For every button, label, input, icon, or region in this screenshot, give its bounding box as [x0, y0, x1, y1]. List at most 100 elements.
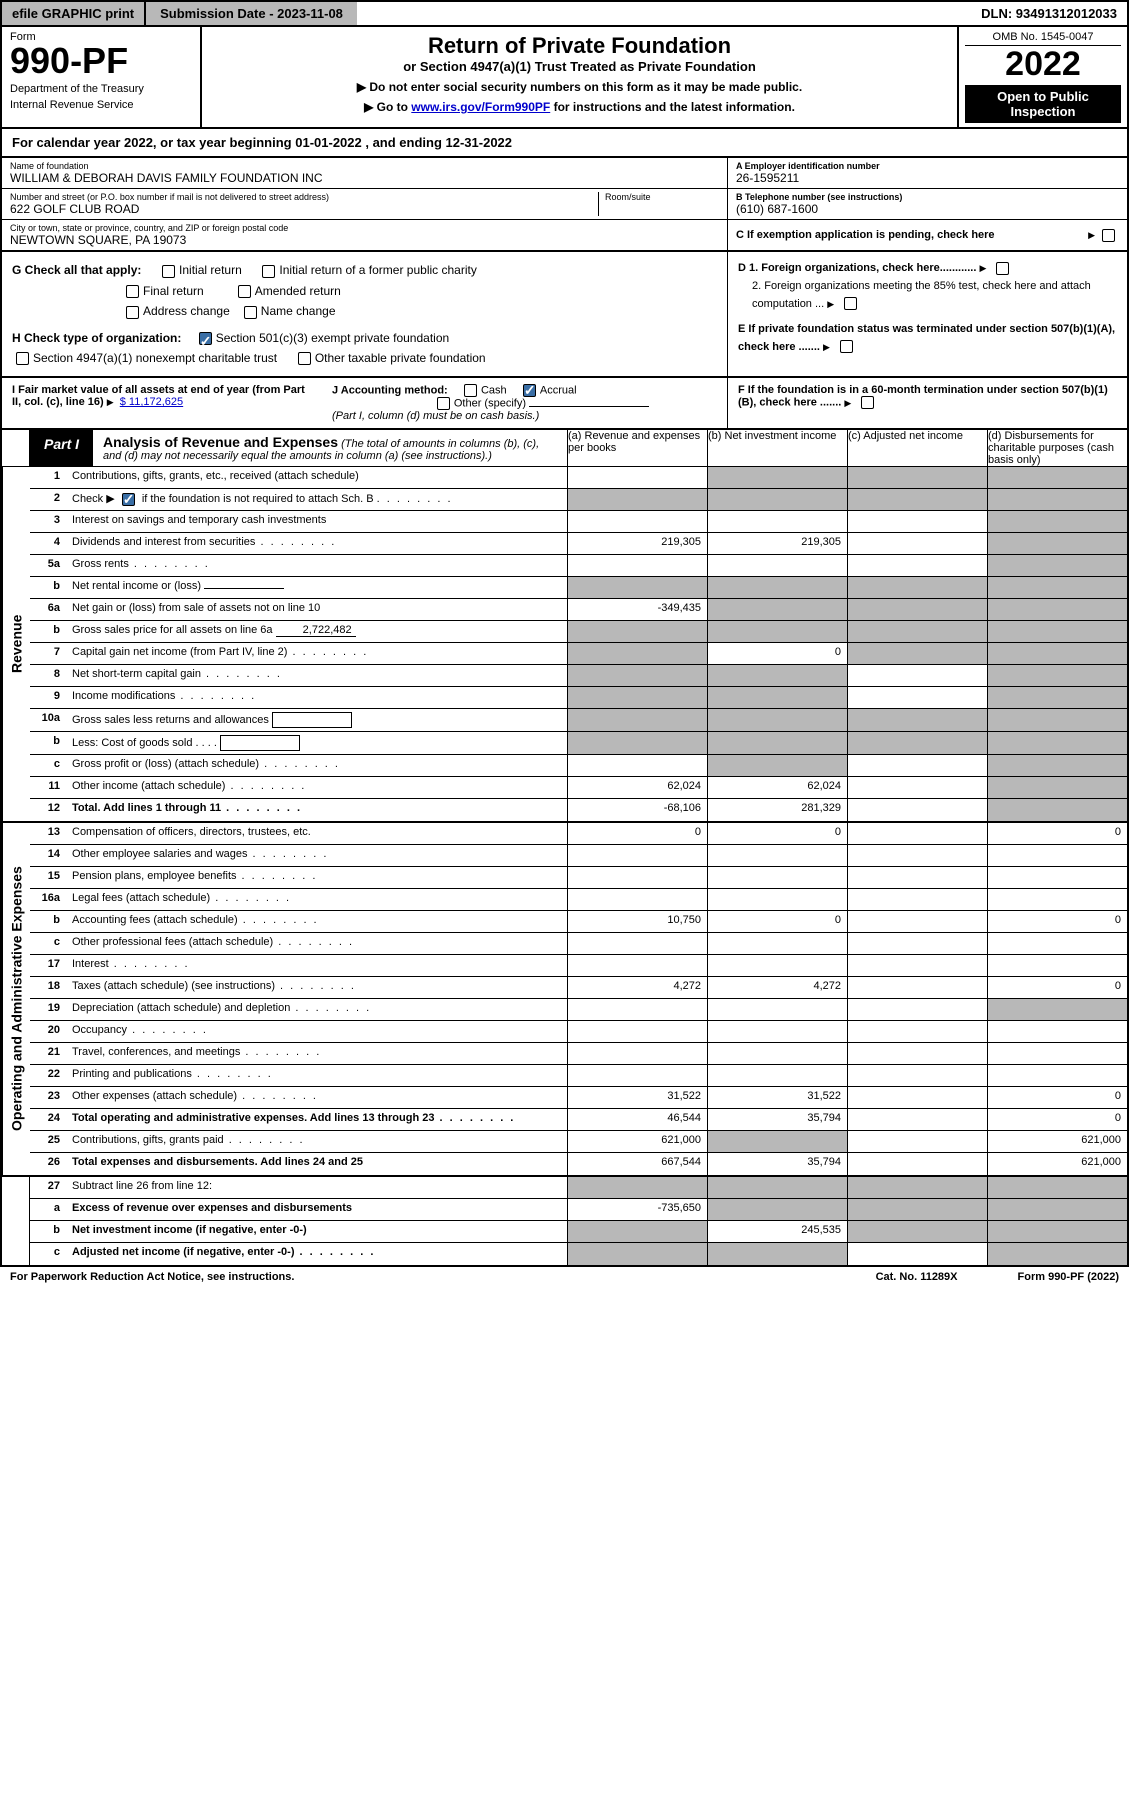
- cell-d: 621,000: [987, 1131, 1127, 1152]
- row-12: 12 Total. Add lines 1 through 11 -68,106…: [30, 799, 1127, 821]
- line-num: 7: [30, 643, 66, 664]
- cell-c: [847, 489, 987, 510]
- line-num: 20: [30, 1021, 66, 1042]
- addr-label: Number and street (or P.O. box number if…: [10, 192, 592, 202]
- row-19: 19 Depreciation (attach schedule) and de…: [30, 999, 1127, 1021]
- j-other-line[interactable]: [529, 406, 649, 407]
- r10b-desc: Less: Cost of goods sold: [72, 737, 192, 749]
- line-num: 16a: [30, 889, 66, 910]
- j-cash-checkbox[interactable]: [464, 384, 477, 397]
- cell-d: 0: [987, 911, 1127, 932]
- line-desc: Taxes (attach schedule) (see instruction…: [66, 977, 567, 998]
- row-13: 13 Compensation of officers, directors, …: [30, 823, 1127, 845]
- cat-no: Cat. No. 11289X: [876, 1271, 958, 1283]
- r16c-desc: Other professional fees (attach schedule…: [72, 936, 273, 948]
- i-value[interactable]: $ 11,172,625: [120, 396, 183, 408]
- oae-rows: 13 Compensation of officers, directors, …: [30, 823, 1127, 1175]
- line-num: a: [30, 1199, 66, 1220]
- line-num: 19: [30, 999, 66, 1020]
- cell-b: [707, 599, 847, 620]
- r10c-desc: Gross profit or (loss) (attach schedule): [72, 758, 259, 770]
- line-num: 9: [30, 687, 66, 708]
- line-desc: Net gain or (loss) from sale of assets n…: [66, 599, 567, 620]
- g-initial-former-checkbox[interactable]: [262, 265, 275, 278]
- pra-notice: For Paperwork Reduction Act Notice, see …: [10, 1271, 294, 1283]
- dots: [224, 1134, 305, 1146]
- cell-a: [567, 1243, 707, 1265]
- calyear-begin: 01-01-2022: [295, 135, 362, 150]
- dots: [129, 558, 210, 570]
- line-num: 6a: [30, 599, 66, 620]
- cell-d: [987, 1243, 1127, 1265]
- g-initial-checkbox[interactable]: [162, 265, 175, 278]
- h-501-checkbox[interactable]: [199, 332, 212, 345]
- g-final-checkbox[interactable]: [126, 285, 139, 298]
- cell-c: [847, 599, 987, 620]
- h-other-checkbox[interactable]: [298, 352, 311, 365]
- r2-pre: Check ▶: [72, 493, 115, 505]
- dots: [127, 1024, 208, 1036]
- e-checkbox[interactable]: [840, 340, 853, 353]
- row-23: 23 Other expenses (attach schedule) 31,5…: [30, 1087, 1127, 1109]
- cell-b: [707, 867, 847, 888]
- d2-checkbox[interactable]: [844, 297, 857, 310]
- col-b-hdr: (b) Net investment income: [707, 430, 847, 466]
- j-accrual-checkbox[interactable]: [523, 384, 536, 397]
- g-initial-former: Initial return of a former public charit…: [279, 263, 476, 277]
- city-state-zip: NEWTOWN SQUARE, PA 19073: [10, 233, 186, 247]
- g-amended-checkbox[interactable]: [238, 285, 251, 298]
- g-name-checkbox[interactable]: [244, 306, 257, 319]
- cell-c: [847, 955, 987, 976]
- line-desc: Total expenses and disbursements. Add li…: [66, 1153, 567, 1175]
- room-label: Room/suite: [605, 192, 713, 202]
- f-checkbox[interactable]: [861, 396, 874, 409]
- calendar-year-row: For calendar year 2022, or tax year begi…: [0, 129, 1129, 158]
- info-block: Name of foundation WILLIAM & DEBORAH DAV…: [0, 158, 1129, 252]
- d2-row: 2. Foreign organizations meeting the 85%…: [738, 278, 1117, 313]
- r15-desc: Pension plans, employee benefits: [72, 870, 237, 882]
- foundation-name: WILLIAM & DEBORAH DAVIS FAMILY FOUNDATIO…: [10, 171, 323, 185]
- cell-a: [567, 933, 707, 954]
- irs-link[interactable]: www.irs.gov/Form990PF: [411, 100, 550, 114]
- line-desc: Gross profit or (loss) (attach schedule): [66, 755, 567, 776]
- h-4947-checkbox[interactable]: [16, 352, 29, 365]
- arrow-icon: [827, 298, 837, 310]
- r20-desc: Occupancy: [72, 1024, 127, 1036]
- cell-c: [847, 777, 987, 798]
- cell-a: [567, 577, 707, 598]
- dots: [210, 892, 291, 904]
- f-block: F If the foundation is in a 60-month ter…: [727, 378, 1127, 428]
- cell-b: [707, 687, 847, 708]
- r2-post: if the foundation is not required to att…: [142, 493, 374, 505]
- cell-c: [847, 933, 987, 954]
- dots: [237, 1090, 318, 1102]
- line-num: b: [30, 1221, 66, 1242]
- c-checkbox[interactable]: [1102, 229, 1115, 242]
- c-label: C If exemption application is pending, c…: [736, 229, 1088, 241]
- print-text[interactable]: print: [105, 6, 134, 21]
- line-num: b: [30, 911, 66, 932]
- line-num: 18: [30, 977, 66, 998]
- line-desc: Contributions, gifts, grants, etc., rece…: [66, 467, 567, 488]
- r16a-desc: Legal fees (attach schedule): [72, 892, 210, 904]
- f-label: F If the foundation is in a 60-month ter…: [738, 384, 1108, 408]
- j-other-checkbox[interactable]: [437, 397, 450, 410]
- line-desc: Other income (attach schedule): [66, 777, 567, 798]
- dots: [255, 536, 336, 548]
- line-desc: Total. Add lines 1 through 11: [66, 799, 567, 821]
- line-num: 17: [30, 955, 66, 976]
- footer-spacer: [294, 1271, 875, 1283]
- d1-label: D 1. Foreign organizations, check here..…: [738, 262, 976, 274]
- line-desc: Legal fees (attach schedule): [66, 889, 567, 910]
- dots: [377, 493, 453, 505]
- dots: [434, 1112, 515, 1124]
- cell-d: [987, 955, 1127, 976]
- efile-badge[interactable]: efile GRAPHIC print: [2, 2, 144, 25]
- d1-checkbox[interactable]: [996, 262, 1009, 275]
- r21-desc: Travel, conferences, and meetings: [72, 1046, 240, 1058]
- schb-checkbox[interactable]: [122, 493, 135, 506]
- cell-a: 4,272: [567, 977, 707, 998]
- dots: [238, 914, 319, 926]
- cell-b: [707, 755, 847, 776]
- g-addr-checkbox[interactable]: [126, 306, 139, 319]
